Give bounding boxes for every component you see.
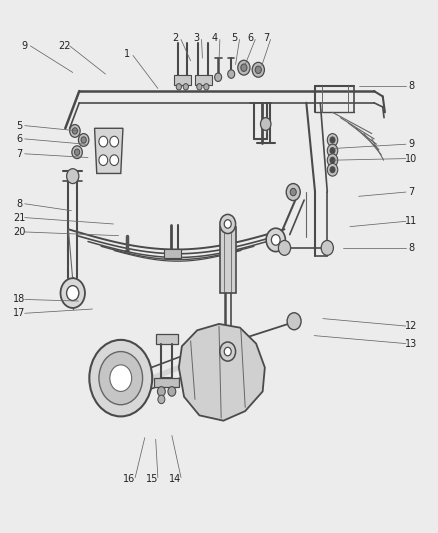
Circle shape (158, 395, 165, 403)
Text: 14: 14 (169, 474, 181, 484)
Circle shape (110, 365, 132, 391)
Circle shape (327, 154, 338, 166)
Circle shape (272, 235, 280, 245)
Text: 13: 13 (405, 338, 417, 349)
Text: 10: 10 (405, 154, 417, 164)
Circle shape (67, 286, 79, 301)
Circle shape (74, 149, 80, 156)
Text: 5: 5 (231, 33, 237, 43)
Polygon shape (220, 227, 236, 293)
Text: 18: 18 (13, 294, 25, 304)
Circle shape (197, 84, 202, 90)
Circle shape (228, 70, 235, 78)
Circle shape (81, 137, 86, 143)
Circle shape (330, 157, 335, 164)
Circle shape (99, 136, 108, 147)
Text: 8: 8 (16, 199, 22, 209)
Circle shape (78, 134, 89, 147)
Circle shape (60, 278, 85, 308)
Bar (163, 249, 181, 258)
Text: 9: 9 (408, 139, 414, 149)
Text: 5: 5 (16, 120, 22, 131)
Text: 1: 1 (124, 49, 131, 59)
Circle shape (99, 352, 143, 405)
Circle shape (287, 313, 301, 330)
Circle shape (321, 240, 333, 255)
Circle shape (330, 148, 335, 154)
Text: 7: 7 (263, 33, 269, 43)
Circle shape (110, 136, 119, 147)
Circle shape (183, 84, 188, 90)
Circle shape (220, 342, 236, 361)
Text: 4: 4 (212, 33, 218, 43)
Text: 9: 9 (21, 41, 28, 51)
Circle shape (224, 220, 231, 228)
Circle shape (286, 183, 300, 200)
Text: 3: 3 (193, 33, 199, 43)
Circle shape (176, 84, 181, 90)
Circle shape (204, 84, 209, 90)
Text: 17: 17 (13, 308, 25, 318)
Circle shape (168, 386, 176, 396)
Circle shape (241, 64, 247, 71)
Circle shape (290, 188, 296, 196)
Text: 6: 6 (16, 134, 22, 144)
Circle shape (70, 125, 80, 138)
Circle shape (215, 73, 222, 82)
Text: 16: 16 (124, 474, 136, 484)
Text: 11: 11 (405, 216, 417, 227)
Text: 21: 21 (13, 213, 25, 223)
Text: 7: 7 (16, 149, 22, 159)
Circle shape (327, 144, 338, 157)
Bar (154, 377, 179, 387)
Circle shape (89, 340, 152, 416)
Circle shape (72, 128, 78, 134)
Circle shape (224, 348, 231, 356)
Polygon shape (95, 128, 123, 173)
Circle shape (110, 155, 119, 165)
Circle shape (261, 118, 271, 131)
Text: 22: 22 (58, 41, 70, 51)
Circle shape (67, 168, 79, 183)
Text: 6: 6 (247, 33, 254, 43)
Bar (194, 75, 212, 85)
Circle shape (327, 164, 338, 176)
Text: 7: 7 (408, 187, 414, 197)
Text: 8: 8 (408, 243, 414, 253)
Bar (174, 75, 191, 85)
Circle shape (327, 134, 338, 147)
Circle shape (279, 240, 290, 255)
Circle shape (220, 214, 236, 233)
Circle shape (330, 137, 335, 143)
Bar (155, 334, 177, 344)
Circle shape (266, 228, 286, 252)
Text: 2: 2 (172, 33, 178, 43)
Text: 12: 12 (405, 321, 417, 331)
Text: 8: 8 (408, 81, 414, 91)
Polygon shape (179, 324, 265, 421)
Circle shape (72, 146, 82, 159)
Text: 20: 20 (13, 227, 25, 237)
Circle shape (330, 166, 335, 173)
Circle shape (252, 62, 265, 77)
Circle shape (238, 60, 250, 75)
Circle shape (157, 386, 165, 396)
Text: 15: 15 (146, 474, 159, 484)
Circle shape (99, 155, 108, 165)
Circle shape (255, 66, 261, 74)
